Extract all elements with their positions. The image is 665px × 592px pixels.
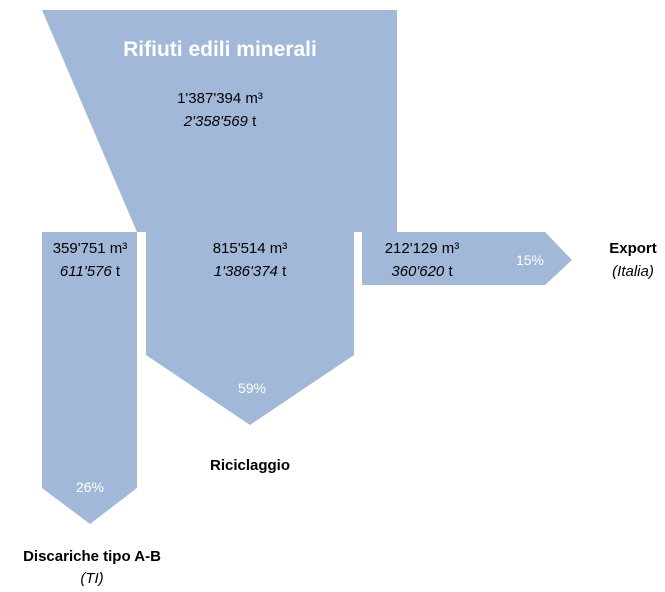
recycling-flow — [146, 232, 354, 425]
flow-volume: 212'129 m³ — [385, 240, 460, 257]
flow-sublabel: (Italia) — [612, 263, 654, 280]
volume: 212'129 — [385, 240, 438, 257]
export-flow — [362, 232, 572, 285]
flow-label: Discariche tipo A-B — [23, 548, 161, 565]
source-volume: 1'387'394 m³ — [177, 90, 263, 107]
unit: m³ — [110, 240, 128, 257]
landfill-flow — [42, 232, 137, 524]
flow-share: 59% — [238, 380, 266, 396]
unit: m³ — [442, 240, 460, 257]
source-mass: 2'358'569 t — [183, 113, 257, 130]
flow-mass: 360'620 t — [391, 263, 453, 280]
flow-mass: 611'576 t — [60, 263, 121, 280]
flow-label: Export — [609, 240, 657, 257]
flow-volume: 359'751 m³ — [53, 240, 128, 257]
mass: 611'576 — [60, 263, 112, 280]
unit: t — [282, 263, 287, 280]
unit: t — [252, 113, 257, 130]
flow-volume: 815'514 m³ — [213, 240, 288, 257]
volume: 1'387'394 — [177, 90, 241, 107]
unit: t — [116, 263, 121, 280]
flow-mass: 1'386'374 t — [214, 263, 287, 280]
flow-share: 15% — [516, 252, 544, 268]
volume: 815'514 — [213, 240, 266, 257]
unit: m³ — [270, 240, 288, 257]
unit: t — [448, 263, 453, 280]
mass: 2'358'569 — [183, 113, 249, 130]
source-block — [42, 10, 397, 232]
mass: 360'620 — [391, 263, 445, 280]
flow-label: Riciclaggio — [210, 457, 290, 474]
flow-sublabel: (TI) — [80, 570, 103, 587]
source-title: Rifiuti edili minerali — [123, 38, 317, 61]
unit: m³ — [245, 90, 263, 107]
volume: 359'751 — [53, 240, 106, 257]
flow-share: 26% — [76, 479, 104, 495]
mass: 1'386'374 — [214, 263, 278, 280]
